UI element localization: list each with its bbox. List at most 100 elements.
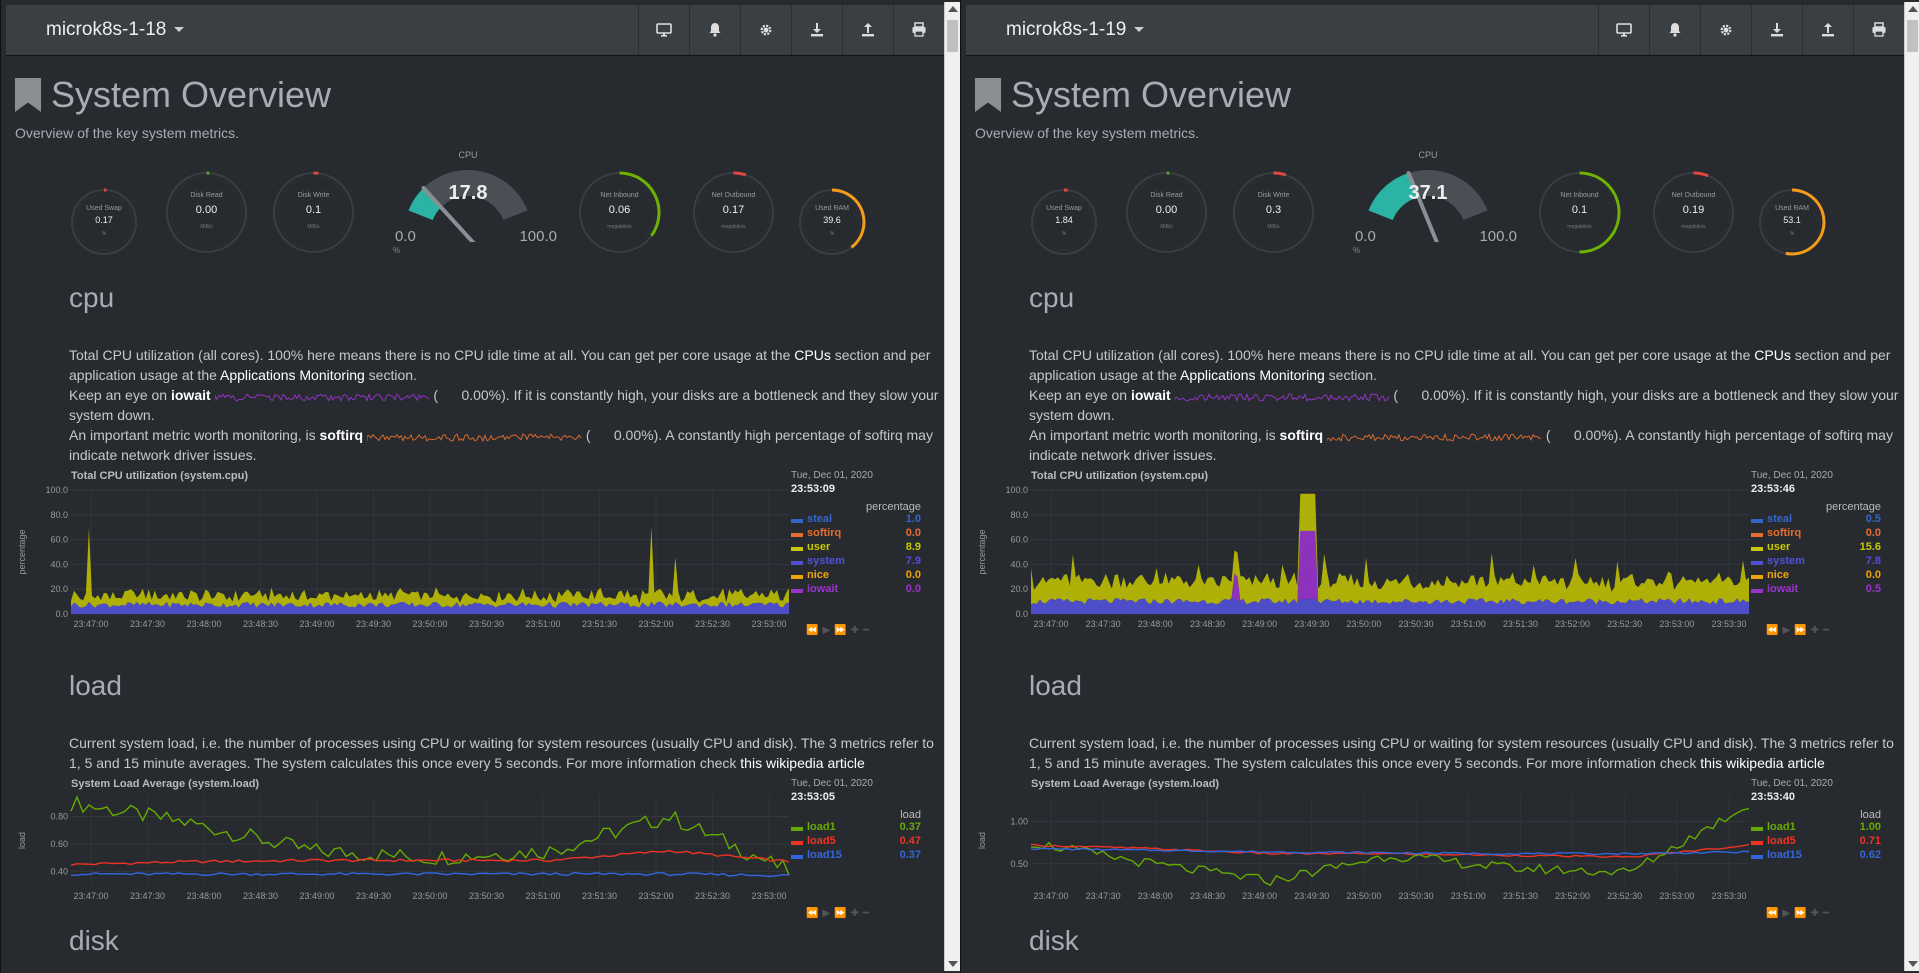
legend-item-load1[interactable]: load1 0.37 xyxy=(791,821,921,835)
series-load5-line xyxy=(70,849,790,867)
cpus-link[interactable]: CPUs xyxy=(1754,347,1791,363)
scroll-up-arrow-icon[interactable] xyxy=(1908,6,1918,12)
page-title-row: System Overview xyxy=(15,74,331,115)
monitor-button[interactable] xyxy=(1598,5,1649,55)
gear-button[interactable] xyxy=(1700,5,1751,55)
scroll-thumb[interactable] xyxy=(1907,20,1918,52)
x-tick-label: 23:50:30 xyxy=(1399,891,1434,901)
text: Current system load, i.e. the number of … xyxy=(1029,735,1894,771)
scrollbar-right[interactable] xyxy=(1904,2,1919,971)
cpus-link[interactable]: CPUs xyxy=(794,347,831,363)
gauge-unit: % xyxy=(393,246,401,255)
cpu-gauge-fill xyxy=(1368,173,1417,221)
x-tick-label: 23:48:00 xyxy=(1138,891,1173,901)
legend-item-iowait[interactable]: iowait 0.0 xyxy=(791,583,921,597)
legend-item-system[interactable]: system 7.9 xyxy=(791,555,921,569)
legend-item-load5[interactable]: load5 0.47 xyxy=(791,835,921,849)
wikipedia-link[interactable]: this wikipedia article xyxy=(1700,755,1825,771)
scroll-thumb[interactable] xyxy=(947,20,958,52)
legend-item-nice[interactable]: nice 0.0 xyxy=(1751,569,1881,583)
monitor-button[interactable] xyxy=(638,5,689,55)
text: ). A constantly high percentage of softi… xyxy=(1029,427,1893,463)
print-button[interactable] xyxy=(893,5,944,55)
download-button[interactable] xyxy=(791,5,842,55)
host-selector[interactable]: microk8s-1-18 xyxy=(46,19,185,41)
download-button[interactable] xyxy=(1751,5,1802,55)
legend-item-softirq[interactable]: softirq 0.0 xyxy=(791,527,921,541)
x-tick-label: 23:48:30 xyxy=(1190,891,1225,901)
x-tick-label: 23:51:00 xyxy=(1451,891,1486,901)
browser-window-left: microk8s-1-18 System Overview Overview of … xyxy=(0,0,961,973)
x-tick-label: 23:53:30 xyxy=(1711,619,1746,629)
gauge-swap: Used Swap 1.84% xyxy=(1029,187,1099,257)
legend-item-system[interactable]: system 7.8 xyxy=(1751,555,1881,569)
iowait-label: iowait xyxy=(1130,387,1171,403)
text: Current system load, i.e. the number of … xyxy=(69,735,934,771)
y-tick-label: 80.0 xyxy=(1010,510,1028,520)
chart-title: Total CPU utilization (system.cpu) xyxy=(1031,470,1209,482)
toolbar xyxy=(1598,5,1904,55)
softirq-line: An important metric worth monitoring, is… xyxy=(1029,427,1893,463)
series-system-area xyxy=(1031,598,1749,614)
legend-item-steal[interactable]: steal 0.5 xyxy=(1751,513,1881,527)
chart-controls[interactable]: ⏪▶⏩✚━ xyxy=(806,908,873,919)
scroll-up-arrow-icon[interactable] xyxy=(948,6,958,12)
page-title-row: System Overview xyxy=(975,74,1291,115)
gauge-label: Net Outbound xyxy=(711,192,756,200)
legend-series-name: steal xyxy=(1767,513,1793,525)
x-tick-label: 23:47:00 xyxy=(73,891,108,901)
x-tick-label: 23:50:00 xyxy=(412,891,447,901)
gauge-unit: % xyxy=(1353,246,1361,255)
gauge-level-arc xyxy=(1273,171,1287,177)
legend-item-load15[interactable]: load15 0.62 xyxy=(1751,849,1881,863)
legend-series-value: 0.62 xyxy=(1859,849,1881,861)
y-tick-label: 60.0 xyxy=(50,535,68,545)
legend-item-load15[interactable]: load15 0.37 xyxy=(791,849,921,863)
series-user-area xyxy=(71,526,789,608)
gear-button[interactable] xyxy=(740,5,791,55)
print-button[interactable] xyxy=(1853,5,1904,55)
legend-item-load1[interactable]: load1 1.00 xyxy=(1751,821,1881,835)
chevron-down-icon xyxy=(1134,27,1145,33)
upload-button[interactable] xyxy=(842,5,893,55)
legend-item-user[interactable]: user 15.6 xyxy=(1751,541,1881,555)
legend-item-softirq[interactable]: softirq 0.0 xyxy=(1751,527,1881,541)
bell-button[interactable] xyxy=(1649,5,1700,55)
top-navbar: microk8s-1-18 xyxy=(6,5,944,56)
chart-controls[interactable]: ⏪▶⏩✚━ xyxy=(1766,908,1833,919)
legend-item-nice[interactable]: nice 0.0 xyxy=(791,569,921,583)
x-tick-label: 23:49:30 xyxy=(356,619,391,629)
gauge-disk-write: Disk Write 0.1 MiB/s xyxy=(271,170,356,255)
bell-button[interactable] xyxy=(689,5,740,55)
legend-swatch xyxy=(791,589,803,593)
gauge-level-arc xyxy=(733,171,747,177)
legend-item-steal[interactable]: steal 1.0 xyxy=(791,513,921,527)
scroll-down-arrow-icon[interactable] xyxy=(948,961,958,967)
y-tick-label: 20.0 xyxy=(1010,584,1028,594)
wikipedia-link[interactable]: this wikipedia article xyxy=(740,755,865,771)
x-tick-label: 23:53:00 xyxy=(1659,891,1694,901)
legend-series-name: load15 xyxy=(807,849,842,861)
legend-item-load5[interactable]: load5 0.71 xyxy=(1751,835,1881,849)
x-tick-label: 23:52:30 xyxy=(1607,891,1642,901)
legend-item-user[interactable]: user 8.9 xyxy=(791,541,921,555)
legend-swatch xyxy=(791,575,803,579)
scroll-down-arrow-icon[interactable] xyxy=(1908,961,1918,967)
gauge-value: 1.84 xyxy=(1055,215,1073,225)
chart-controls[interactable]: ⏪▶⏩✚━ xyxy=(806,625,873,636)
upload-icon xyxy=(862,23,874,37)
section-heading-cpu: cpu xyxy=(1029,282,1075,313)
x-tick-label: 23:52:00 xyxy=(638,619,673,629)
host-selector[interactable]: microk8s-1-19 xyxy=(1006,19,1145,41)
upload-button[interactable] xyxy=(1802,5,1853,55)
legend-item-iowait[interactable]: iowait 0.5 xyxy=(1751,583,1881,597)
text: section. xyxy=(364,367,417,383)
chart-controls[interactable]: ⏪▶⏩✚━ xyxy=(1766,625,1833,636)
legend-series-value: 15.6 xyxy=(1859,541,1881,553)
applications-monitoring-link[interactable]: Applications Monitoring xyxy=(220,367,365,383)
load-description: Current system load, i.e. the number of … xyxy=(1029,733,1899,773)
legend-series-name: iowait xyxy=(1767,583,1799,595)
applications-monitoring-link[interactable]: Applications Monitoring xyxy=(1180,367,1325,383)
scrollbar-left[interactable] xyxy=(944,2,961,971)
